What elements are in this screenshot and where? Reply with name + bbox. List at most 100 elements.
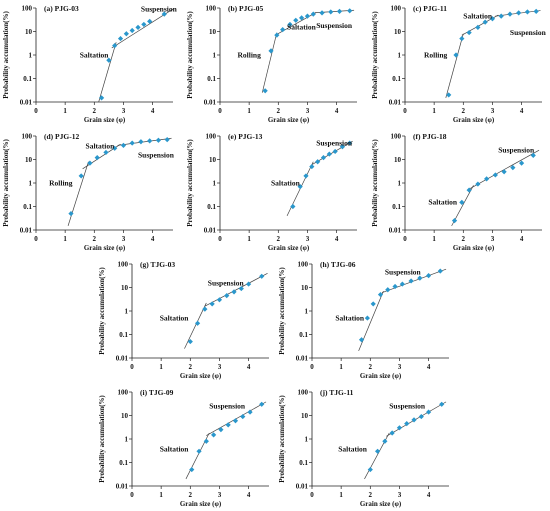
data-point (94, 155, 100, 161)
data-point (533, 8, 539, 14)
y-tick-label: 0.01 (389, 226, 402, 234)
data-point (425, 409, 432, 415)
data-point (466, 29, 472, 36)
data-point (240, 413, 246, 420)
data-point (216, 297, 223, 303)
y-tick-label: 10 (121, 412, 129, 420)
chart-panel: 0.01 0.1 1 10 100 0 1 2 3 4 (g) TJG-03 Grain size (… (98, 260, 269, 380)
population-label: Saltation (287, 23, 317, 32)
y-tick-label: 0.1 (119, 459, 128, 467)
data-point (446, 92, 452, 98)
chart-panel: 0.01 0.1 1 10 100 0 1 2 3 4 (e) PJG-13 Grain size (… (186, 132, 357, 252)
y-tick-label: 10 (394, 156, 402, 164)
y-tick-label: 100 (391, 132, 402, 140)
data-point (501, 169, 507, 175)
data-point (87, 160, 93, 166)
axis-lines (131, 264, 269, 359)
fit-segment (67, 161, 89, 226)
data-point (326, 151, 332, 157)
x-tick-label: 0 (310, 491, 314, 499)
chart-panel: 0.01 0.1 1 10 100 0 1 2 3 4 (c) PJG-11 Grain size (… (371, 4, 547, 124)
x-axis-title: Grain size (φ) (180, 500, 222, 508)
x-tick-label: 2 (189, 363, 193, 371)
x-tick-label: 1 (63, 107, 67, 115)
data-point (98, 95, 105, 101)
data-point (425, 273, 432, 279)
data-point (374, 448, 381, 454)
y-tick-label: 100 (22, 4, 33, 12)
data-point (203, 438, 209, 444)
data-point (358, 337, 365, 343)
population-label: Rolling (237, 50, 261, 59)
population-label: Rolling (424, 50, 448, 59)
fit-segment (117, 137, 172, 146)
data-point (120, 142, 127, 148)
x-tick-label: 3 (306, 235, 310, 243)
y-tick-label: 100 (298, 260, 309, 268)
x-tick-label: 3 (122, 235, 126, 243)
x-tick-label: 3 (398, 363, 402, 371)
y-tick-label: 10 (25, 156, 33, 164)
data-point (274, 32, 280, 38)
data-point (489, 16, 496, 22)
y-tick-label: 1 (305, 307, 309, 315)
x-tick-label: 2 (189, 491, 193, 499)
y-tick-label: 100 (206, 4, 217, 12)
y-tick-label: 0.1 (119, 331, 128, 339)
y-axis-title: Probability accumulation(%) (98, 395, 106, 483)
x-tick-label: 0 (403, 235, 407, 243)
fit-segment (261, 32, 278, 93)
data-point (218, 427, 224, 433)
data-point (328, 9, 334, 15)
data-point (507, 11, 513, 17)
y-tick-label: 10 (301, 412, 309, 420)
fit-segment (184, 302, 207, 349)
population-label: Saltation (463, 12, 493, 21)
population-label: Suspension (141, 5, 178, 14)
data-point (209, 301, 215, 307)
data-point (202, 306, 208, 312)
population-label: Suspension (138, 151, 175, 160)
data-point (280, 27, 286, 33)
data-point (399, 281, 405, 287)
y-axis-title: Probability accumulation(%) (2, 11, 10, 99)
x-tick-label: 3 (306, 107, 310, 115)
data-point (518, 160, 525, 166)
population-label: Saltation (335, 313, 365, 322)
y-tick-label: 1 (213, 179, 217, 187)
data-point (382, 438, 388, 444)
x-tick-label: 4 (151, 107, 155, 115)
y-tick-label: 100 (206, 132, 217, 140)
data-point (466, 187, 472, 193)
axis-lines (311, 264, 449, 359)
x-tick-label: 2 (277, 235, 281, 243)
x-tick-label: 0 (403, 107, 407, 115)
population-label: Saltation (271, 178, 301, 187)
y-tick-label: 1 (213, 51, 217, 59)
data-point (370, 301, 376, 307)
data-point (103, 149, 109, 156)
data-point (189, 466, 195, 473)
y-tick-label: 10 (25, 28, 33, 36)
data-point (367, 466, 373, 473)
x-tick-label: 1 (159, 491, 163, 499)
x-tick-label: 3 (122, 107, 126, 115)
data-point (231, 289, 237, 295)
y-axis-title: Probability accumulation(%) (186, 139, 194, 227)
x-tick-label: 4 (427, 491, 431, 499)
population-label: Suspension (389, 401, 426, 410)
y-tick-label: 0.01 (204, 226, 217, 234)
x-tick-label: 1 (63, 235, 67, 243)
fit-segment (98, 42, 117, 103)
data-point (510, 165, 516, 171)
population-label: Saltation (86, 141, 116, 150)
x-axis-title: Grain size (φ) (268, 244, 310, 252)
population-label: Suspension (316, 138, 353, 147)
y-tick-label: 10 (209, 156, 217, 164)
data-point (129, 27, 135, 34)
chart-panel: 0.01 0.1 1 10 100 0 1 2 3 4 (a) PJG-03 Grain size (… (2, 4, 178, 124)
y-axis-title: Probability accumulation(%) (371, 139, 379, 227)
y-tick-label: 0.1 (392, 75, 401, 83)
x-tick-label: 0 (218, 107, 222, 115)
population-label: Suspension (498, 145, 535, 154)
